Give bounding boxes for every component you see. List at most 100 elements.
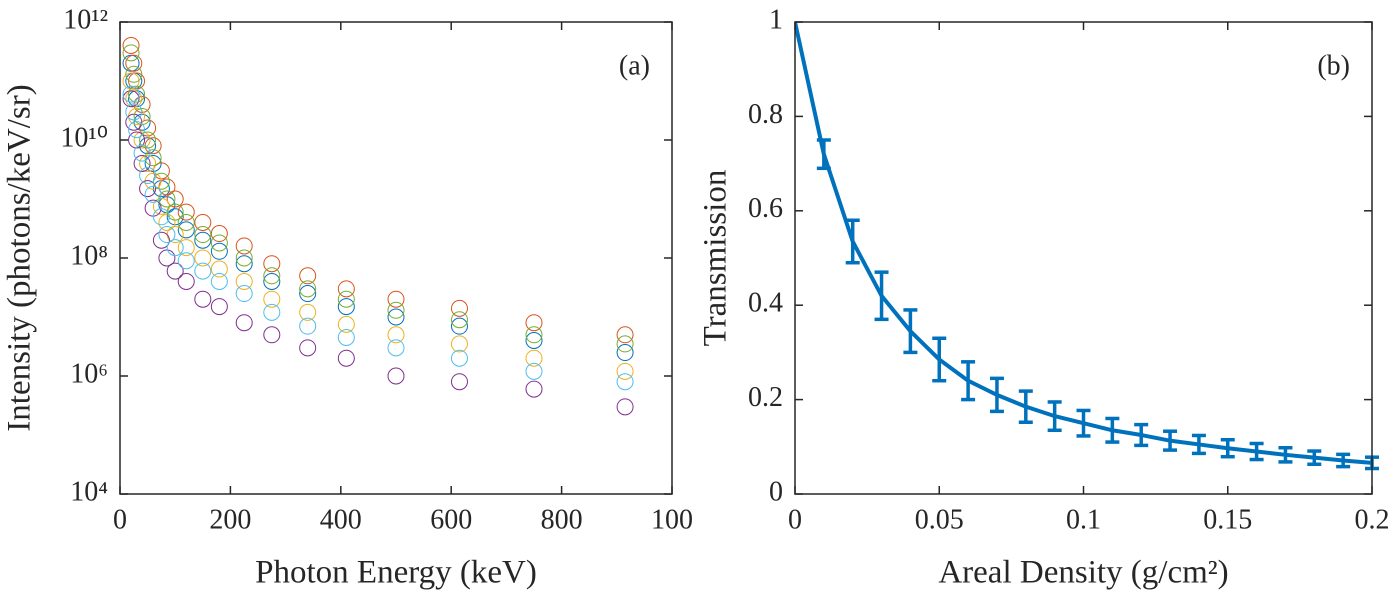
scatter-point	[177, 272, 195, 290]
scatter-point	[125, 113, 143, 131]
scatter-point	[616, 326, 634, 344]
y-tick-label: 10⁸	[70, 240, 108, 271]
y-tick-label: 1	[769, 4, 783, 35]
scatter-point	[210, 298, 228, 316]
scatter-point	[125, 65, 143, 83]
scatter-point	[177, 221, 195, 239]
scatter-point	[450, 373, 468, 391]
scatter-point	[194, 249, 212, 267]
scatter-point	[525, 362, 543, 380]
scatter-point	[263, 267, 281, 285]
scatter-point	[152, 162, 170, 180]
scatter-point	[158, 213, 176, 231]
scatter-point	[128, 121, 146, 139]
x-tick-label: 600	[430, 504, 472, 535]
y-tick-label: 0.6	[748, 193, 783, 224]
x-axis-label: Photon Energy (keV)	[255, 555, 537, 591]
scatter-point	[133, 131, 151, 149]
error-bar	[932, 336, 947, 383]
scatter-point	[194, 226, 212, 244]
scatter-point	[525, 326, 543, 344]
scatter-point	[210, 225, 228, 243]
scatter-point	[133, 144, 151, 162]
y-tick-label: 10¹²	[63, 4, 108, 35]
error-bar	[1220, 437, 1235, 459]
scatter-point	[158, 226, 176, 244]
scatter-point	[263, 326, 281, 344]
scatter-point	[122, 90, 140, 108]
scatter-point	[166, 203, 184, 221]
y-axis-label: Intensity (photons/keV/sr)	[2, 84, 38, 431]
error-bar	[1076, 408, 1091, 438]
axes-box	[119, 21, 673, 495]
scatter-point	[139, 154, 157, 172]
error-bar	[903, 308, 918, 355]
scatter-point	[337, 349, 355, 367]
error-bar	[1336, 452, 1351, 469]
scatter-point	[144, 149, 162, 167]
scatter-point	[122, 44, 140, 62]
x-tick-label: 800	[541, 504, 583, 535]
y-tick-label: 0.2	[748, 382, 783, 413]
scatter-point	[263, 255, 281, 273]
error-bar	[989, 376, 1004, 414]
scatter-point	[525, 380, 543, 398]
plot-area	[795, 21, 1372, 465]
scatter-point	[122, 36, 140, 54]
error-bar	[1278, 445, 1293, 464]
scatter-point	[235, 272, 253, 290]
scatter-point	[235, 255, 253, 273]
scatter-point	[387, 339, 405, 357]
scatter-point	[525, 349, 543, 367]
scatter-point	[144, 185, 162, 203]
x-tick-label: 100	[651, 504, 693, 535]
scatter-point	[525, 331, 543, 349]
x-tick-label: 400	[320, 504, 362, 535]
scatter-point	[337, 280, 355, 298]
scatter-point	[235, 285, 253, 303]
scatter-point	[235, 249, 253, 267]
scatter-point	[387, 301, 405, 319]
scatter-point	[263, 303, 281, 321]
error-bar	[1249, 441, 1264, 462]
scatter-point	[166, 208, 184, 226]
error-bar	[961, 360, 976, 402]
scatter-point	[337, 315, 355, 333]
scatter-point	[210, 272, 228, 290]
scatter-point	[158, 190, 176, 208]
scatter-point	[139, 180, 157, 198]
panel: 0 200 400 600 800 100 10⁴ 10⁶ 10⁸ 10¹⁰ 10¹² Photon …	[2, 4, 693, 590]
scatter-point	[616, 335, 634, 353]
x-tick-label: 0.2	[1355, 504, 1390, 535]
scatter-point	[177, 252, 195, 270]
y-tick-label: 10¹⁰	[60, 122, 108, 153]
error-bar	[816, 138, 831, 171]
scatter-point	[387, 308, 405, 326]
panel: 0 0.05 0.1 0.15 0.2 0 0.2 0.4 0.6 0.8 1 Areal Densi…	[698, 4, 1390, 590]
scatter-point	[616, 398, 634, 416]
scatter-point	[387, 290, 405, 308]
scatter-point	[299, 267, 317, 285]
error-bar	[845, 218, 860, 265]
scatter-point	[337, 328, 355, 346]
y-tick-label: 10⁶	[70, 358, 108, 389]
scatter-point	[152, 208, 170, 226]
x-tick-label: 0.1	[1066, 504, 1101, 535]
scatter-point	[122, 85, 140, 103]
scatter-point	[450, 299, 468, 317]
scatter-point	[235, 237, 253, 255]
scatter-point	[194, 231, 212, 249]
scatter-point	[263, 272, 281, 290]
scatter-point	[263, 290, 281, 308]
y-tick-label: 0.8	[748, 99, 783, 130]
scatter-point	[139, 167, 157, 185]
scatter-point	[128, 85, 146, 103]
x-tick-label: 0	[788, 504, 802, 535]
scatter-point	[177, 203, 195, 221]
scatter-point	[450, 311, 468, 329]
error-bar	[1307, 449, 1322, 467]
scatter-point	[177, 213, 195, 231]
error-bar	[1191, 433, 1206, 456]
x-tick-label: 0	[113, 504, 127, 535]
scatter-point	[450, 335, 468, 353]
